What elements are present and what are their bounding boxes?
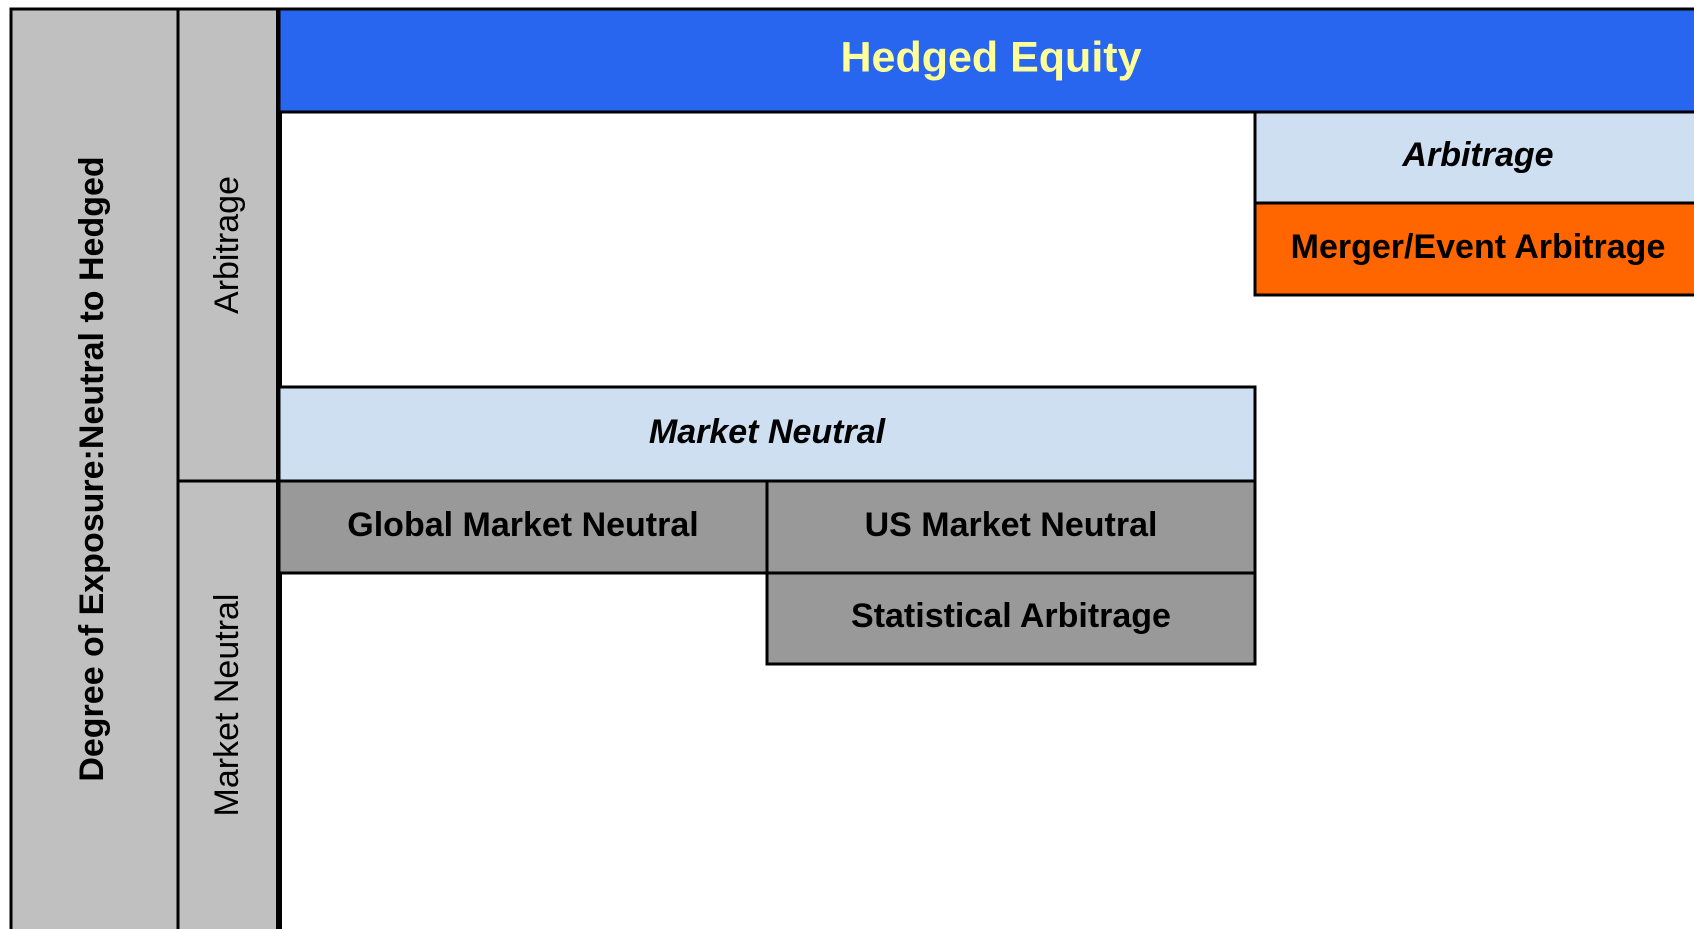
row-label-cell bbox=[176, 7, 281, 483]
group-header bbox=[277, 385, 1257, 483]
header-bar bbox=[277, 7, 1694, 114]
cell bbox=[1253, 201, 1694, 297]
cell bbox=[765, 571, 1257, 666]
cell bbox=[277, 479, 769, 575]
row-label: Arbitrage bbox=[208, 176, 246, 314]
cell-label: US Market Neutral bbox=[865, 506, 1158, 544]
cell-label: Statistical Arbitrage bbox=[851, 597, 1171, 635]
row-label: Market Neutral bbox=[208, 594, 246, 817]
row-label-cell bbox=[176, 479, 281, 929]
group-header bbox=[1253, 110, 1694, 205]
cell-label: Merger/Event Arbitrage bbox=[1291, 228, 1666, 266]
cell-label: Global Market Neutral bbox=[347, 506, 698, 544]
group-title: Market Neutral bbox=[649, 413, 887, 451]
axis-panel bbox=[9, 7, 180, 929]
axis-label: Degree of Exposure:Neutral to Hedged bbox=[73, 156, 111, 781]
header-title: Hedged Equity bbox=[840, 33, 1141, 81]
cell bbox=[765, 479, 1257, 575]
group-title: Arbitrage bbox=[1401, 136, 1553, 174]
